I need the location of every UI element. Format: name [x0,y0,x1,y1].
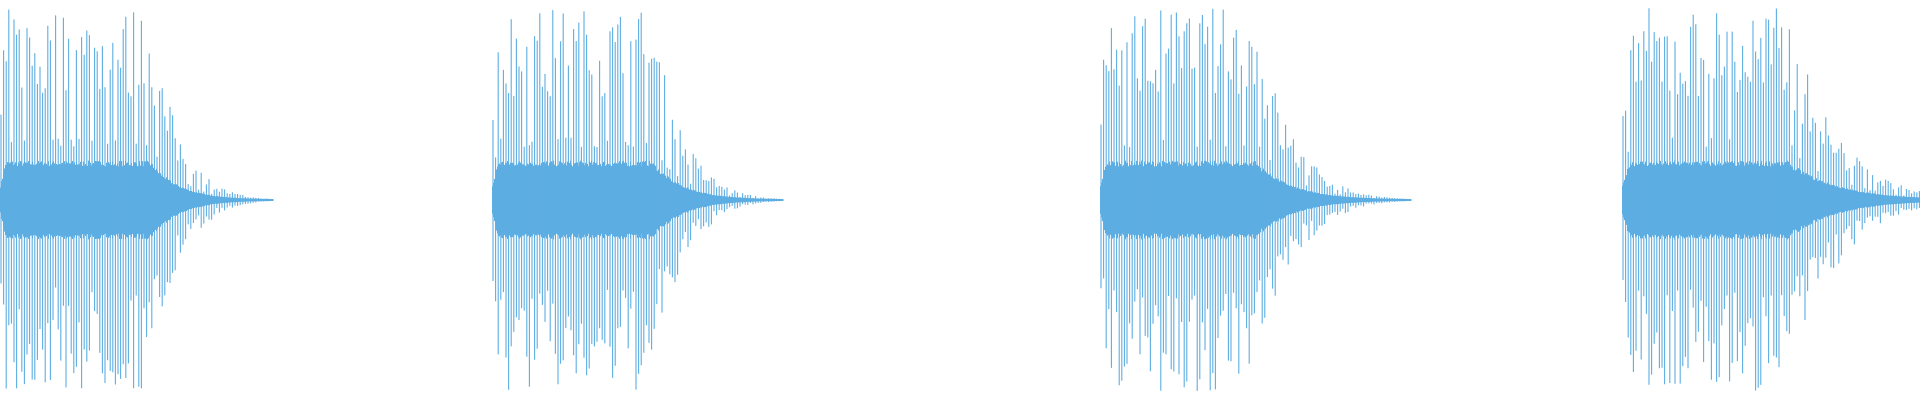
waveform-burst-2 [492,10,784,390]
waveform-bursts [0,8,1920,391]
waveform-burst-1 [0,9,274,389]
waveform-burst-4 [1622,8,1920,391]
waveform-burst-3 [1100,8,1412,391]
waveform-core-band [492,160,783,240]
